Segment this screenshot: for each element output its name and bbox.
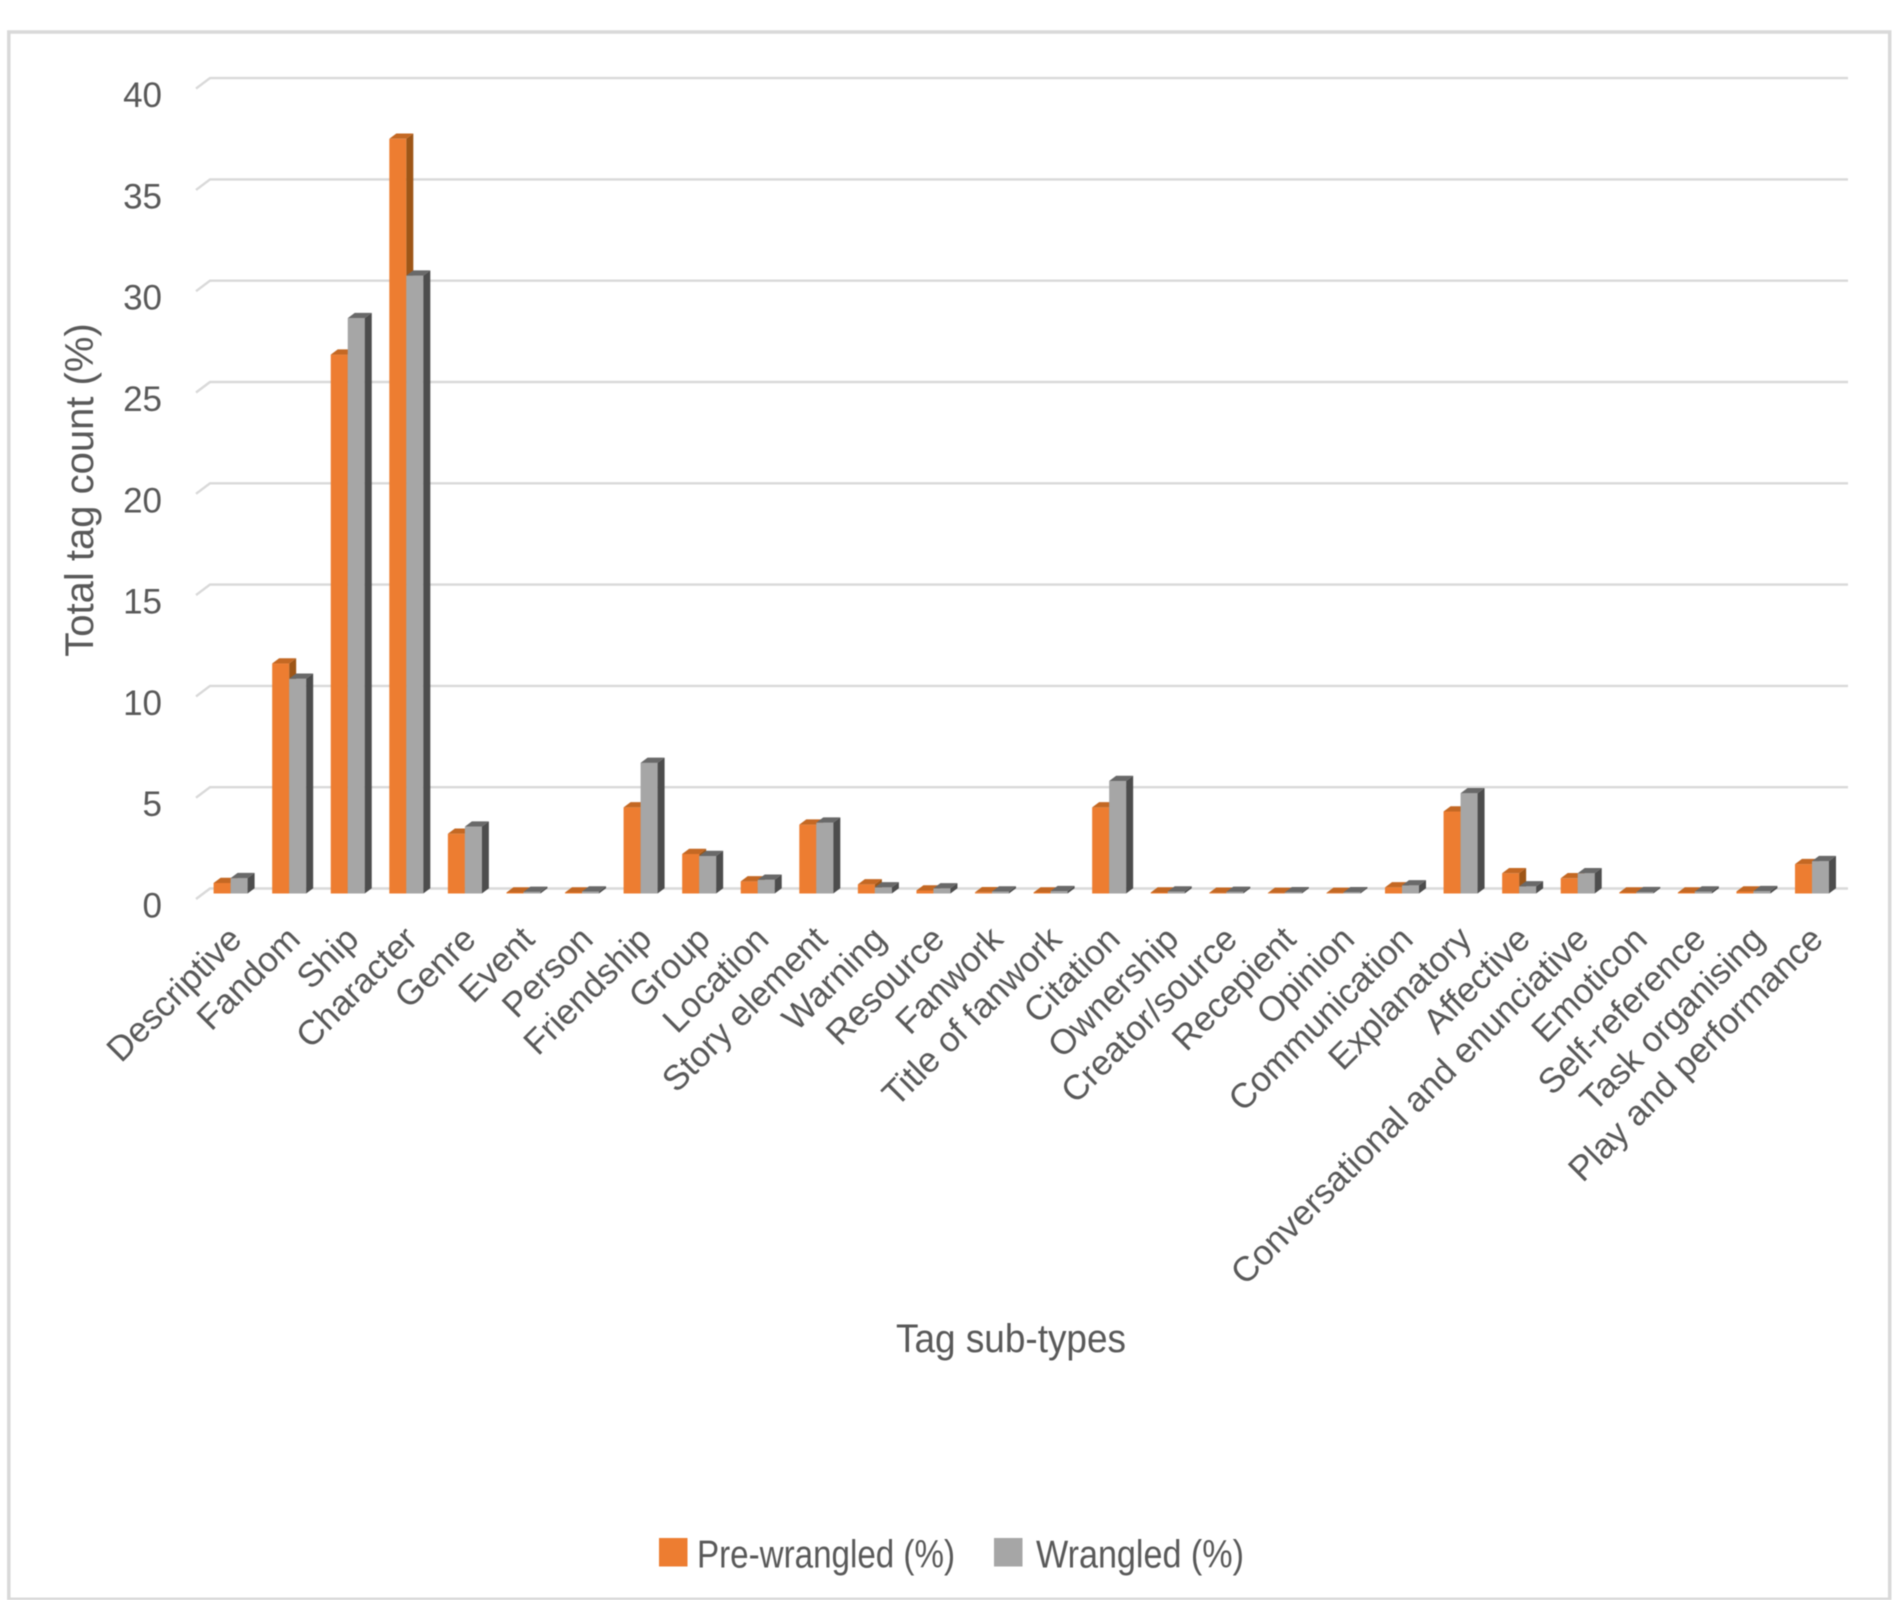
svg-text:5: 5 bbox=[143, 785, 162, 824]
svg-text:40: 40 bbox=[123, 76, 162, 115]
svg-text:35: 35 bbox=[123, 177, 162, 216]
svg-text:Tag sub-types: Tag sub-types bbox=[896, 1317, 1126, 1361]
svg-text:Wrangled (%): Wrangled (%) bbox=[1036, 1534, 1244, 1577]
svg-text:15: 15 bbox=[123, 583, 162, 622]
svg-text:30: 30 bbox=[123, 279, 162, 318]
svg-text:Pre-wrangled (%): Pre-wrangled (%) bbox=[697, 1534, 955, 1577]
svg-text:20: 20 bbox=[123, 481, 162, 520]
svg-text:10: 10 bbox=[123, 684, 162, 723]
svg-text:0: 0 bbox=[143, 887, 162, 926]
svg-text:25: 25 bbox=[123, 380, 162, 419]
svg-text:Total tag count (%): Total tag count (%) bbox=[58, 323, 102, 657]
